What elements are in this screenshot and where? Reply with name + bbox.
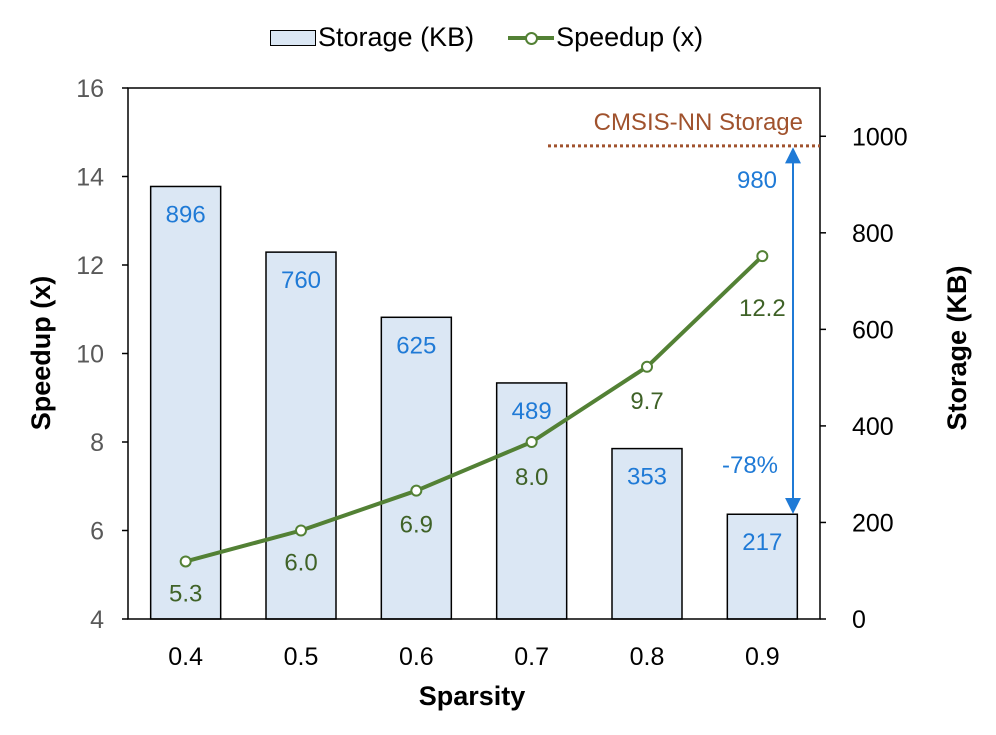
bars-layer: 896 760 625 489 353 217	[149, 185, 799, 620]
y-right-tick-label: 800	[852, 220, 894, 248]
reference-layer: CMSIS-NN Storage 980 -78%	[548, 109, 820, 514]
speedup-point	[179, 555, 192, 568]
speedup-point-label: 8.0	[515, 464, 548, 491]
speedup-point	[525, 436, 538, 448]
storage-bar-label: 353	[627, 464, 667, 491]
y-left-tick-label: 12	[76, 252, 104, 280]
storage-bar-label: 896	[166, 201, 206, 228]
storage-bar-label: 760	[281, 267, 321, 294]
legend-storage-swatch	[270, 29, 316, 46]
storage-bar-label: 217	[742, 529, 782, 556]
annotation-reduction: -78%	[722, 452, 778, 479]
storage-bar-label: 489	[512, 398, 552, 425]
x-tick-label: 0.6	[399, 643, 434, 671]
y-axis-left-label: Speedup (x)	[26, 276, 56, 431]
y-right-tick-label: 400	[852, 413, 894, 441]
y-axis-right-label: Storage (KB)	[942, 265, 972, 430]
storage-bar	[726, 513, 799, 620]
y-right-tick-label: 0	[852, 606, 866, 634]
legend-speedup: Speedup (x)	[508, 22, 703, 53]
x-tick-label: 0.4	[168, 643, 203, 671]
legend-storage: Storage (KB)	[270, 22, 474, 53]
plot-frame	[127, 87, 821, 620]
y-right-tick-label: 200	[852, 509, 894, 537]
legend-storage-label: Storage (KB)	[318, 22, 475, 52]
speedup-point-label: 9.7	[630, 388, 663, 415]
x-tick-label: 0.9	[745, 643, 780, 671]
speedup-line	[185, 254, 764, 564]
x-tick-label: 0.7	[514, 643, 549, 671]
y-left-tick-label: 16	[76, 75, 104, 103]
speedup-point	[410, 484, 423, 497]
y-left-tick-label: 8	[90, 429, 104, 457]
speedup-point	[641, 360, 653, 373]
storage-bar	[149, 185, 222, 620]
x-tick-label: 0.5	[284, 643, 319, 671]
annotation-top-value: 980	[737, 167, 777, 194]
speedup-line-layer: 5.3 6.0 6.9 8.0 9.7 12.2	[169, 250, 786, 607]
y-left-tick-label: 14	[76, 164, 104, 192]
storage-bar	[380, 316, 453, 620]
storage-bar-label: 625	[396, 332, 436, 359]
y-left-tick-label: 10	[76, 341, 104, 369]
speedup-point-label: 6.0	[284, 550, 317, 577]
legend: Storage (KB) Speedup (x)	[270, 22, 703, 53]
legend-speedup-label: Speedup (x)	[556, 22, 704, 52]
speedup-point	[295, 524, 307, 537]
speedup-point-label: 6.9	[400, 512, 433, 539]
y-right-tick-label: 1000	[852, 123, 908, 151]
x-axis-label: Sparsity	[419, 681, 526, 711]
reference-line-label: CMSIS-NN Storage	[594, 109, 803, 136]
y-left-tick-label: 6	[90, 518, 104, 546]
axis-layer: 4 6 8 10 12 14 16 0 200 400 600 800 1000 0.4 0.5 0.6 0.7…	[76, 75, 907, 671]
speedup-point-label: 5.3	[169, 580, 202, 607]
speedup-point	[756, 250, 769, 263]
y-right-tick-label: 600	[852, 316, 894, 344]
storage-bar	[265, 251, 337, 620]
y-left-tick-label: 4	[90, 606, 104, 634]
legend-speedup-swatch	[508, 30, 555, 46]
x-tick-label: 0.8	[630, 643, 665, 671]
speedup-point-label: 12.2	[739, 295, 786, 322]
storage-bar	[495, 382, 568, 620]
storage-bar	[611, 447, 683, 620]
